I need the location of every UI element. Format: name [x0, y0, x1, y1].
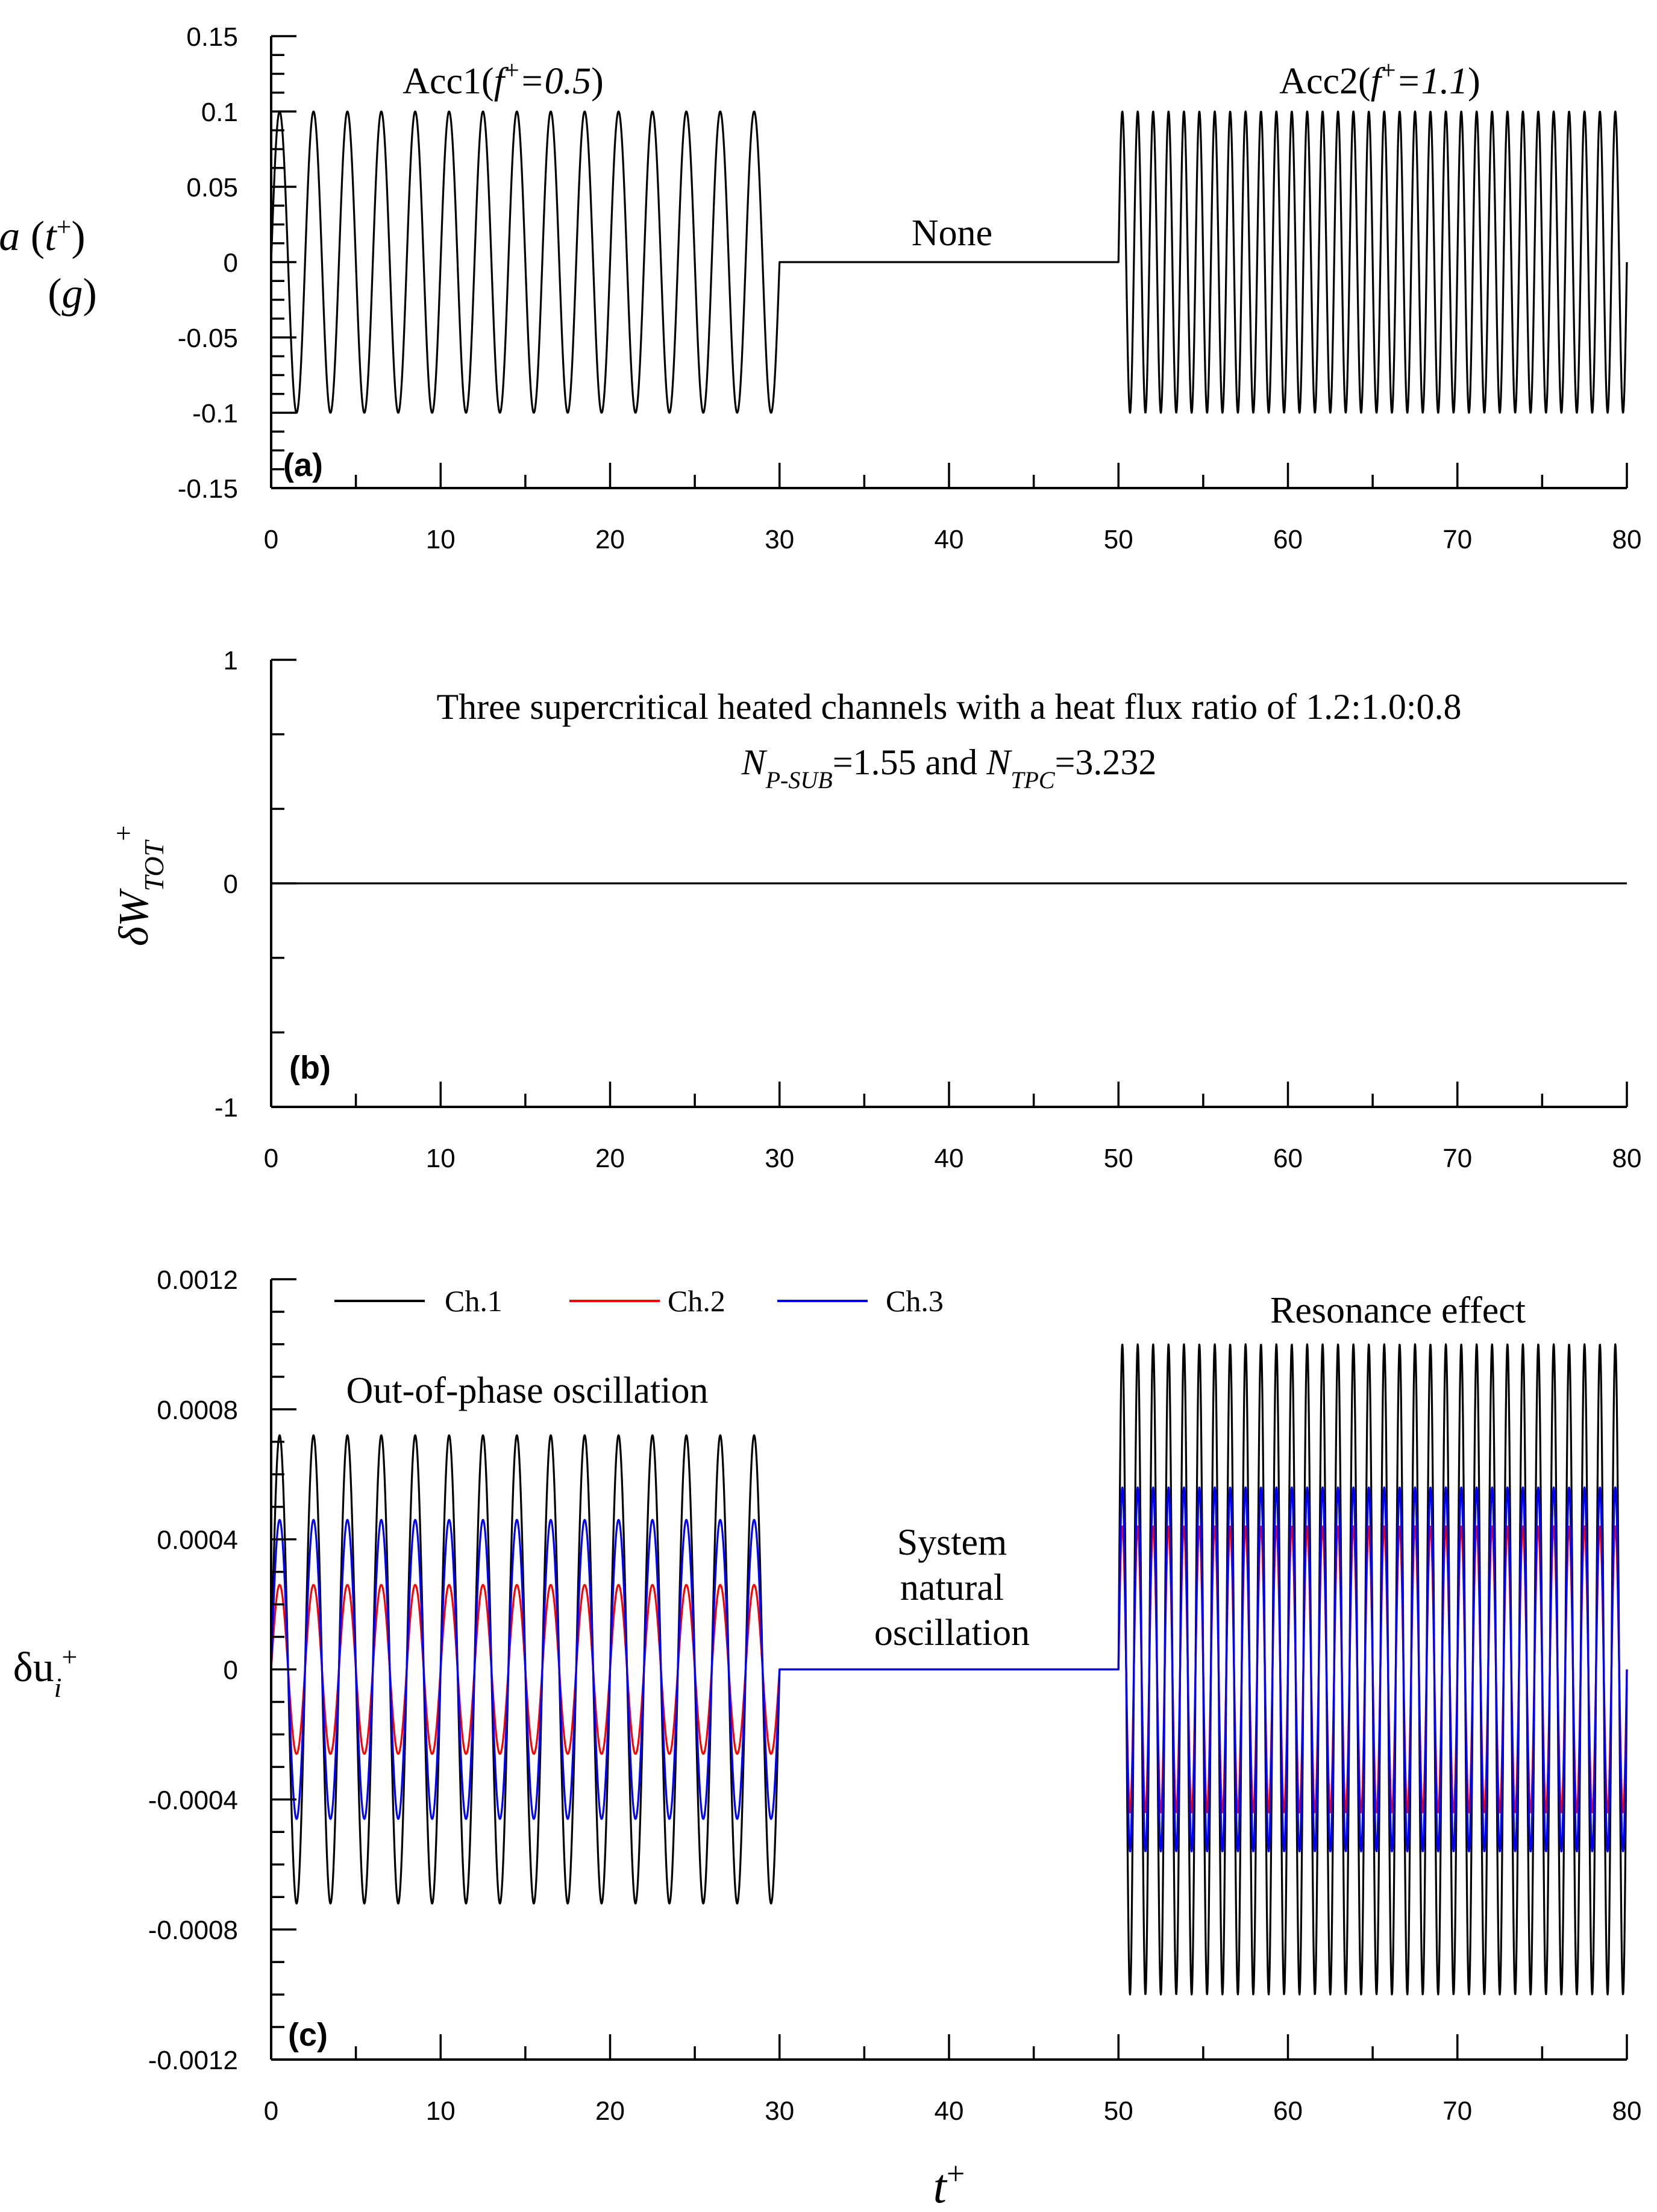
panel-b-x-tick-label: 0 — [264, 1144, 278, 1173]
annotation-acc2: Acc2(f+=1.1) — [1279, 55, 1480, 102]
panel-a-y-tick-label: 0.1 — [201, 98, 238, 127]
annotation-acc1: Acc1(f+=0.5) — [403, 55, 604, 102]
panel-c-y-tick-label: 0.0012 — [157, 1265, 238, 1295]
panel-a-y-tick-label: -0.05 — [178, 324, 238, 353]
panel-b-x-tick-label: 80 — [1612, 1144, 1642, 1173]
panel-a-ylabel-arg: t — [45, 213, 57, 260]
panel-c-y-tick-label: -0.0008 — [148, 1916, 238, 1945]
annotation-out-of-phase: Out-of-phase oscillation — [346, 1370, 709, 1411]
panel-a-x-tick-label: 40 — [935, 525, 964, 554]
panel-c-series — [270, 1343, 1628, 1996]
panel-a-x-tick-label: 0 — [264, 525, 278, 554]
annotation-natural-2: natural — [900, 1567, 1004, 1608]
panel-c-x-tick-label: 10 — [426, 2096, 456, 2126]
panel-c-series-ch3 — [270, 1486, 1628, 1853]
panel-c-x-tick-label: 0 — [264, 2096, 278, 2126]
annotation-none: None — [912, 213, 992, 254]
panel-a-ylabel-symbol: a — [0, 213, 20, 260]
panel-c-y-tick-label: 0.0004 — [157, 1526, 238, 1555]
panel-b-x-tick-label: 20 — [595, 1144, 625, 1173]
panel-b-y-tick-label: 1 — [224, 646, 238, 675]
panel-a-x-tick-label: 50 — [1104, 525, 1133, 554]
panel-c-axes: 0 10 20 30 40 50 60 70 80 -0.0012 -0.0008 -0.0004 0 0… — [148, 1265, 1642, 2126]
panel-b-label: (b) — [289, 1050, 331, 1086]
panel-b-x-tick-label: 70 — [1442, 1144, 1472, 1173]
panel-b-x-tick-label: 50 — [1104, 1144, 1133, 1173]
panel-c-velocity: 0 10 20 30 40 50 60 70 80 -0.0012 -0.0008 -0.0004 0 0… — [13, 1265, 1642, 2212]
panel-a-x-tick-label: 20 — [595, 525, 625, 554]
annotation-parameters: NP-SUB=1.55 and NTPC=3.232 — [741, 742, 1157, 794]
panel-c-x-tick-label: 70 — [1442, 2096, 1472, 2126]
panel-c-y-tick-label: -0.0004 — [148, 1785, 238, 1815]
panel-c-label: (c) — [288, 2017, 328, 2053]
annotation-description: Three supercritical heated channels with… — [436, 687, 1461, 727]
panel-a-y-tick-label: 0 — [224, 248, 238, 278]
panel-c-x-tick-label: 60 — [1273, 2096, 1303, 2126]
panel-c-xlabel: t+ — [933, 2155, 965, 2212]
panel-b-ylabel: δWTOT+ — [108, 826, 169, 946]
panel-c-x-tick-label: 80 — [1612, 2096, 1642, 2126]
panel-c-y-tick-label: -0.0012 — [148, 2046, 238, 2075]
panel-b-x-tick-label: 10 — [426, 1144, 456, 1173]
panel-a-x-tick-label: 10 — [426, 525, 456, 554]
panel-c-ylabel: δui+ — [13, 1641, 78, 1703]
panel-a-ylabel-arg-sup: + — [57, 212, 72, 242]
panel-a-y-tick-label: 0.05 — [186, 173, 238, 202]
panel-c-x-tick-label: 30 — [765, 2096, 794, 2126]
panel-a-label: (a) — [283, 447, 323, 483]
panel-a-x-tick-label: 70 — [1442, 525, 1472, 554]
panel-a-acceleration: 0 10 20 30 40 50 60 70 80 -0.15 -0.1 -0.05 0 0.05 0.1 0… — [0, 22, 1641, 554]
panel-b-x-tick-label: 30 — [765, 1144, 794, 1173]
legend: Ch.1 Ch.2 Ch.3 — [334, 1284, 944, 1318]
panel-b-y-tick-label: -1 — [215, 1093, 238, 1123]
panel-a-series-line0 — [270, 110, 1628, 414]
panel-a-ylabel-unit: (g) — [48, 271, 97, 317]
panel-b-axes: 0 10 20 30 40 50 60 70 80 -1 0 1 — [215, 646, 1642, 1173]
legend-label-ch1: Ch.1 — [445, 1284, 503, 1318]
panel-c-y-tick-label: 0.0008 — [157, 1396, 238, 1425]
panel-a-x-tick-label: 80 — [1612, 525, 1642, 554]
panel-a-ylabel: a (t+) — [0, 212, 86, 260]
panel-c-x-tick-label: 20 — [595, 2096, 625, 2126]
panel-c-x-tick-label: 50 — [1104, 2096, 1133, 2126]
panel-a-series — [270, 110, 1628, 414]
panel-a-x-tick-label: 30 — [765, 525, 794, 554]
panel-b-x-tick-label: 40 — [935, 1144, 964, 1173]
panel-c-y-tick-label: 0 — [224, 1656, 238, 1685]
panel-b-total-flow: 0 10 20 30 40 50 60 70 80 -1 0 1 δWTOT+ Three super… — [108, 646, 1642, 1173]
panel-a-y-tick-label: -0.1 — [192, 399, 238, 428]
panel-c-x-tick-label: 40 — [935, 2096, 964, 2126]
panel-b-x-tick-label: 60 — [1273, 1144, 1303, 1173]
panel-a-axes: 0 10 20 30 40 50 60 70 80 -0.15 -0.1 -0.05 0 0.05 0.1 0… — [178, 22, 1642, 554]
panel-a-y-tick-label: 0.15 — [186, 22, 238, 52]
panel-b-y-tick-label: 0 — [224, 869, 238, 899]
legend-label-ch2: Ch.2 — [668, 1284, 725, 1318]
panel-a-x-tick-label: 60 — [1273, 525, 1303, 554]
annotation-natural-1: System — [897, 1522, 1007, 1563]
annotation-resonance: Resonance effect — [1270, 1290, 1526, 1331]
legend-label-ch3: Ch.3 — [886, 1284, 944, 1318]
panel-a-y-tick-label: -0.15 — [178, 474, 238, 504]
annotation-natural-3: oscillation — [874, 1612, 1030, 1653]
